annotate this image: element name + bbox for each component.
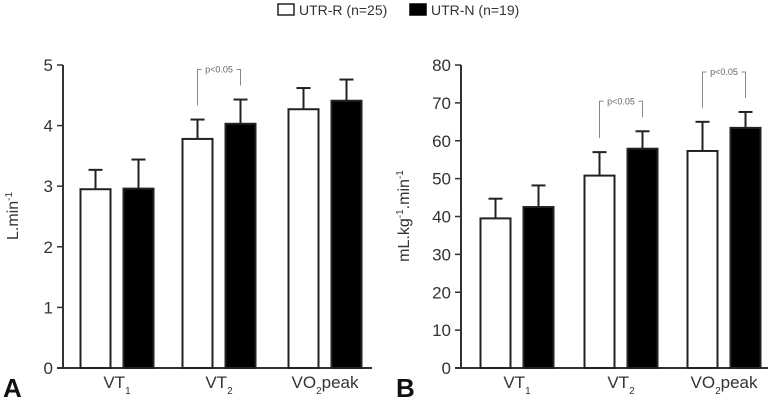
y-tick-label: 60 [432,132,451,151]
legend-swatch-utr-n [409,3,427,16]
y-tick-label: 4 [44,117,53,136]
significance-label: p<0.05 [710,67,738,77]
x-tick-label: VT1 [103,373,131,397]
y-axis-title-a-sup: -1 [4,192,15,201]
panel-letter-b: B [396,373,415,401]
y-tick-label: 10 [432,321,451,340]
legend-label-utr-n: UTR-N (n=19) [431,2,519,18]
y-tick-label: 5 [44,56,53,75]
bar-utr-n [330,99,363,369]
x-tick-label-main: VT [503,373,525,392]
y-tick-label: 30 [432,245,451,264]
x-tick-label: VO2peak [691,373,758,397]
legend-label-utr-r: UTR-R (n=25) [299,2,387,18]
bar-utr-n [626,147,659,369]
x-tick-label-sub: 1 [525,386,531,397]
bar-utr-n [729,126,762,369]
x-tick-label-main: VT [205,373,227,392]
bar-utr-n [224,122,257,369]
y-tick-label: 40 [432,208,451,227]
significance-label: p<0.05 [607,96,635,106]
bar-utr-r [686,149,719,369]
y-tick-label: 1 [44,298,53,317]
y-tick-label: 2 [44,238,53,257]
legend-swatch-utr-r [277,3,295,16]
x-tick-label-sub: 2 [316,386,322,397]
x-tick-label-sub: 2 [629,386,635,397]
y-axis-title-b: mL.kg-1.min-1 [395,170,413,262]
y-tick-label: 50 [432,170,451,189]
x-tick-label-main: VO [292,373,317,392]
y-axis-title-a: L.min-1 [4,192,22,240]
significance-bracket-left [702,71,707,108]
y-axis-title-a-main: L.min [5,201,22,240]
x-tick-label: VT2 [607,373,635,397]
x-tick-label: VO2peak [292,373,359,397]
x-tick-label-main: VT [103,373,125,392]
significance-label: p<0.05 [205,65,233,75]
significance-bracket-right [741,71,746,98]
bar-utr-r [583,174,616,369]
y-axis-title-b-sup1: -1 [395,209,406,218]
y-tick-label: 0 [442,359,451,378]
significance-bracket-left [599,100,604,139]
legend: UTR-R (n=25) UTR-N (n=19) [277,2,519,18]
bar-utr-r [181,137,214,369]
x-tick-label-main: VO [691,373,716,392]
y-axis-title-b-part2: .min [396,179,413,209]
y-axis-title-b-part1: mL.kg [396,218,413,262]
y-tick-label: 0 [44,359,53,378]
x-tick-label-suffix: peak [721,373,758,392]
y-tick-label: 20 [432,283,451,302]
x-tick-label-sub: 2 [715,386,721,397]
x-tick-label-suffix: peak [322,373,359,392]
significance-bracket-right [638,100,643,118]
panel-letter-a: A [3,373,22,401]
bar-utr-r [479,217,512,369]
bar-utr-r [287,108,320,369]
y-tick-label: 70 [432,94,451,113]
y-axis-title-b-sup2: -1 [395,170,406,179]
x-tick-label: VT2 [205,373,233,397]
x-tick-label-main: VT [607,373,629,392]
x-tick-label-sub: 1 [125,386,131,397]
bar-utr-n [522,206,555,369]
significance-bracket-left [197,69,202,106]
y-tick-label: 80 [432,56,451,75]
y-tick-label: 3 [44,177,53,196]
x-tick-label-sub: 2 [227,386,233,397]
significance-bracket-right [236,69,241,86]
bar-utr-r [79,188,112,369]
bar-utr-n [122,187,155,369]
x-tick-label: VT1 [503,373,531,397]
